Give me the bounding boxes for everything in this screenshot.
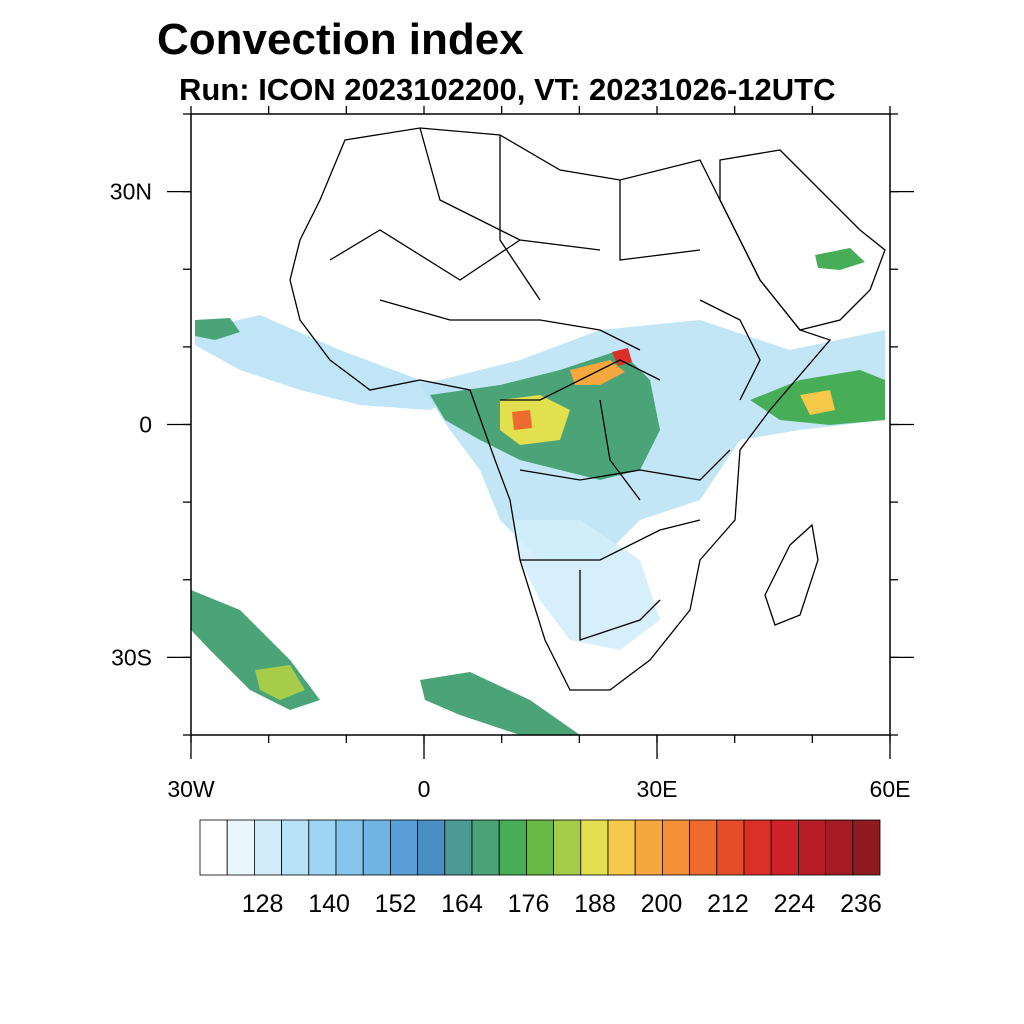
- field-west-africa: [195, 318, 240, 340]
- colorbar-swatch: [743, 819, 772, 876]
- x-tick-label: 30E: [637, 776, 678, 802]
- coastlines: [289, 127, 886, 691]
- field-core-yellow-1: [500, 395, 570, 445]
- colorbar-swatch: [308, 819, 337, 876]
- y-tick-label: 30N: [110, 179, 152, 205]
- colorbar-swatch: [281, 819, 310, 876]
- colorbar-label: 140: [308, 890, 350, 918]
- colorbar-swatch: [226, 819, 255, 876]
- colorbar-swatch: [199, 819, 228, 876]
- colorbar-swatch: [607, 819, 636, 876]
- field-southern-africa: [510, 520, 660, 650]
- colorbar-swatch: [634, 819, 663, 876]
- field-core-yellow-3: [800, 390, 835, 415]
- colorbar-swatch: [716, 819, 745, 876]
- colorbar-label: 176: [508, 890, 550, 918]
- map-title: Convection index: [157, 15, 524, 64]
- colorbar-swatch: [417, 819, 446, 876]
- colorbar-swatch: [825, 819, 854, 876]
- colorbar-swatch: [526, 819, 555, 876]
- border-7: [519, 449, 731, 481]
- colorbar-swatch: [362, 819, 391, 876]
- border-8: [520, 519, 701, 561]
- colorbar-swatch: [335, 819, 364, 876]
- colorbar-swatch: [553, 819, 582, 876]
- border-2: [499, 135, 541, 301]
- colorbar-swatch: [389, 819, 418, 876]
- field-south-band: [420, 672, 580, 735]
- border-3: [619, 180, 701, 261]
- field-sw-ocean-band: [191, 590, 320, 710]
- colorbar-swatch: [444, 819, 473, 876]
- axis-tick-labels: 30W 0 30E 60E 30N 0 30S: [110, 179, 911, 802]
- colorbar: [199, 819, 881, 876]
- convection-field: [191, 248, 885, 735]
- colorbar-swatch: [852, 819, 881, 876]
- colorbar-label: 236: [840, 890, 882, 918]
- field-arabian: [815, 248, 865, 270]
- colorbar-label: 152: [375, 890, 417, 918]
- colorbar-swatch: [498, 819, 527, 876]
- colorbar-label: 128: [242, 890, 284, 918]
- field-core-yellow-4: [255, 665, 305, 700]
- colorbar-labels: 128 140 152 164 176 188 200 212 224 236: [242, 890, 882, 918]
- colorbar-swatch: [253, 819, 282, 876]
- colorbar-swatch: [798, 819, 827, 876]
- colorbar-swatch: [662, 819, 691, 876]
- colorbar-label: 224: [774, 890, 816, 918]
- colorbar-swatch: [580, 819, 609, 876]
- border-4: [329, 229, 521, 281]
- x-tick-label: 60E: [870, 776, 911, 802]
- colorbar-swatch: [689, 819, 718, 876]
- y-tick-label: 0: [139, 412, 152, 438]
- madagascar-coastline: [764, 523, 819, 626]
- border-9: [579, 570, 661, 641]
- colorbar-label: 164: [441, 890, 483, 918]
- y-tick-label: 30S: [111, 644, 152, 670]
- x-tick-label: 30W: [167, 776, 215, 802]
- border-10: [599, 399, 641, 501]
- border-1: [419, 127, 601, 251]
- x-tick-label: 0: [418, 776, 431, 802]
- border-6: [500, 359, 661, 401]
- map-subtitle: Run: ICON 2023102200, VT: 20231026-12UTC: [179, 72, 836, 107]
- axis-ticks: [167, 106, 914, 759]
- colorbar-label: 200: [641, 890, 683, 918]
- africa-coastline: [289, 127, 832, 691]
- colorbar-label: 212: [707, 890, 749, 918]
- field-core-orange: [512, 410, 532, 430]
- colorbar-swatch: [471, 819, 500, 876]
- colorbar-label: 188: [574, 890, 616, 918]
- border-5: [379, 299, 641, 351]
- arabia-coastline: [719, 149, 886, 331]
- border-11: [699, 299, 761, 401]
- colorbar-swatch: [770, 819, 799, 876]
